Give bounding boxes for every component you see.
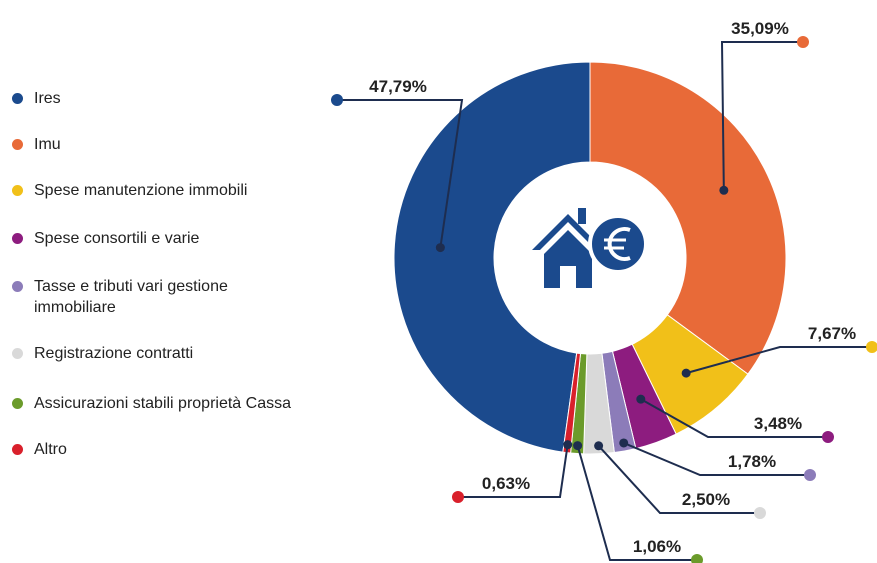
legend-item: Spese manutenzione immobili: [10, 180, 296, 201]
leader-anchor: [563, 440, 573, 450]
leader-line: [720, 41, 803, 191]
leader-dot: [754, 507, 766, 519]
leader-dot: [797, 36, 809, 48]
donut-segment: [589, 61, 787, 375]
leader-line: [458, 444, 569, 498]
center-icon: [495, 163, 685, 353]
legend-label: Registrazione contratti: [34, 345, 194, 362]
data-label: 47,79%: [369, 77, 427, 96]
leader-line: [597, 445, 760, 514]
leader-line: [337, 99, 464, 248]
legend-item: Registrazione contratti: [10, 343, 296, 364]
legend-label: Spese consortili e varie: [34, 230, 200, 247]
data-label: 35,09%: [731, 19, 789, 38]
legend-item: Altro: [10, 439, 296, 460]
legend-swatch: [12, 444, 23, 455]
data-label: 1,06%: [633, 537, 681, 556]
leader-line: [685, 346, 872, 375]
leader-dot: [331, 94, 343, 106]
legend-swatch: [12, 348, 23, 359]
legend-label: Spese manutenzione immobili: [34, 182, 248, 199]
data-label: 0,63%: [482, 474, 530, 493]
leader-dot: [452, 491, 464, 503]
donut-segment: [393, 61, 591, 453]
donut-segment: [562, 352, 582, 454]
leader-line: [576, 445, 697, 561]
legend-label: Assicurazioni stabili proprietà Cassa: [34, 395, 291, 412]
legend-item: Tasse e tributi vari gestione immobiliar…: [10, 276, 296, 318]
legend-label: Ires: [34, 90, 61, 107]
leader-anchor: [573, 441, 583, 451]
data-label: 7,67%: [808, 324, 856, 343]
legend-swatch: [12, 281, 23, 292]
legend-item: Spese consortili e varie: [10, 228, 296, 249]
leader-dot: [866, 341, 877, 353]
leader-dot: [822, 431, 834, 443]
legend-label: Tasse e tributi vari gestione immobiliar…: [34, 278, 228, 316]
legend-swatch: [12, 398, 23, 409]
legend-item: Imu: [10, 134, 296, 155]
data-label: 3,48%: [754, 414, 802, 433]
leader-anchor: [594, 441, 604, 451]
callouts: 47,79% 35,09% 7,67% 3,48% 1,78% 2,50% 1,06% 0,6…: [331, 19, 877, 563]
leader-dot: [804, 469, 816, 481]
leader-line: [623, 442, 810, 476]
data-label: 2,50%: [682, 490, 730, 509]
legend-label: Imu: [34, 136, 61, 153]
leader-anchor: [619, 438, 629, 448]
leader-anchor: [636, 394, 646, 404]
legend-swatch: [12, 139, 23, 150]
legend-swatch: [12, 185, 23, 196]
legend-item: Assicurazioni stabili proprietà Cassa: [10, 393, 296, 414]
leader-anchor: [719, 185, 729, 195]
legend-swatch: [12, 233, 23, 244]
data-label: 1,78%: [728, 452, 776, 471]
leader-anchor: [681, 368, 691, 378]
leader-dot: [691, 554, 703, 563]
leader-line: [640, 398, 828, 438]
legend-swatch: [12, 93, 23, 104]
legend-label: Altro: [34, 441, 67, 458]
leader-anchor: [435, 243, 445, 253]
legend-item: Ires: [10, 88, 296, 109]
legend: Ires Imu Spese manutenzione immobili Spese …: [10, 88, 300, 460]
